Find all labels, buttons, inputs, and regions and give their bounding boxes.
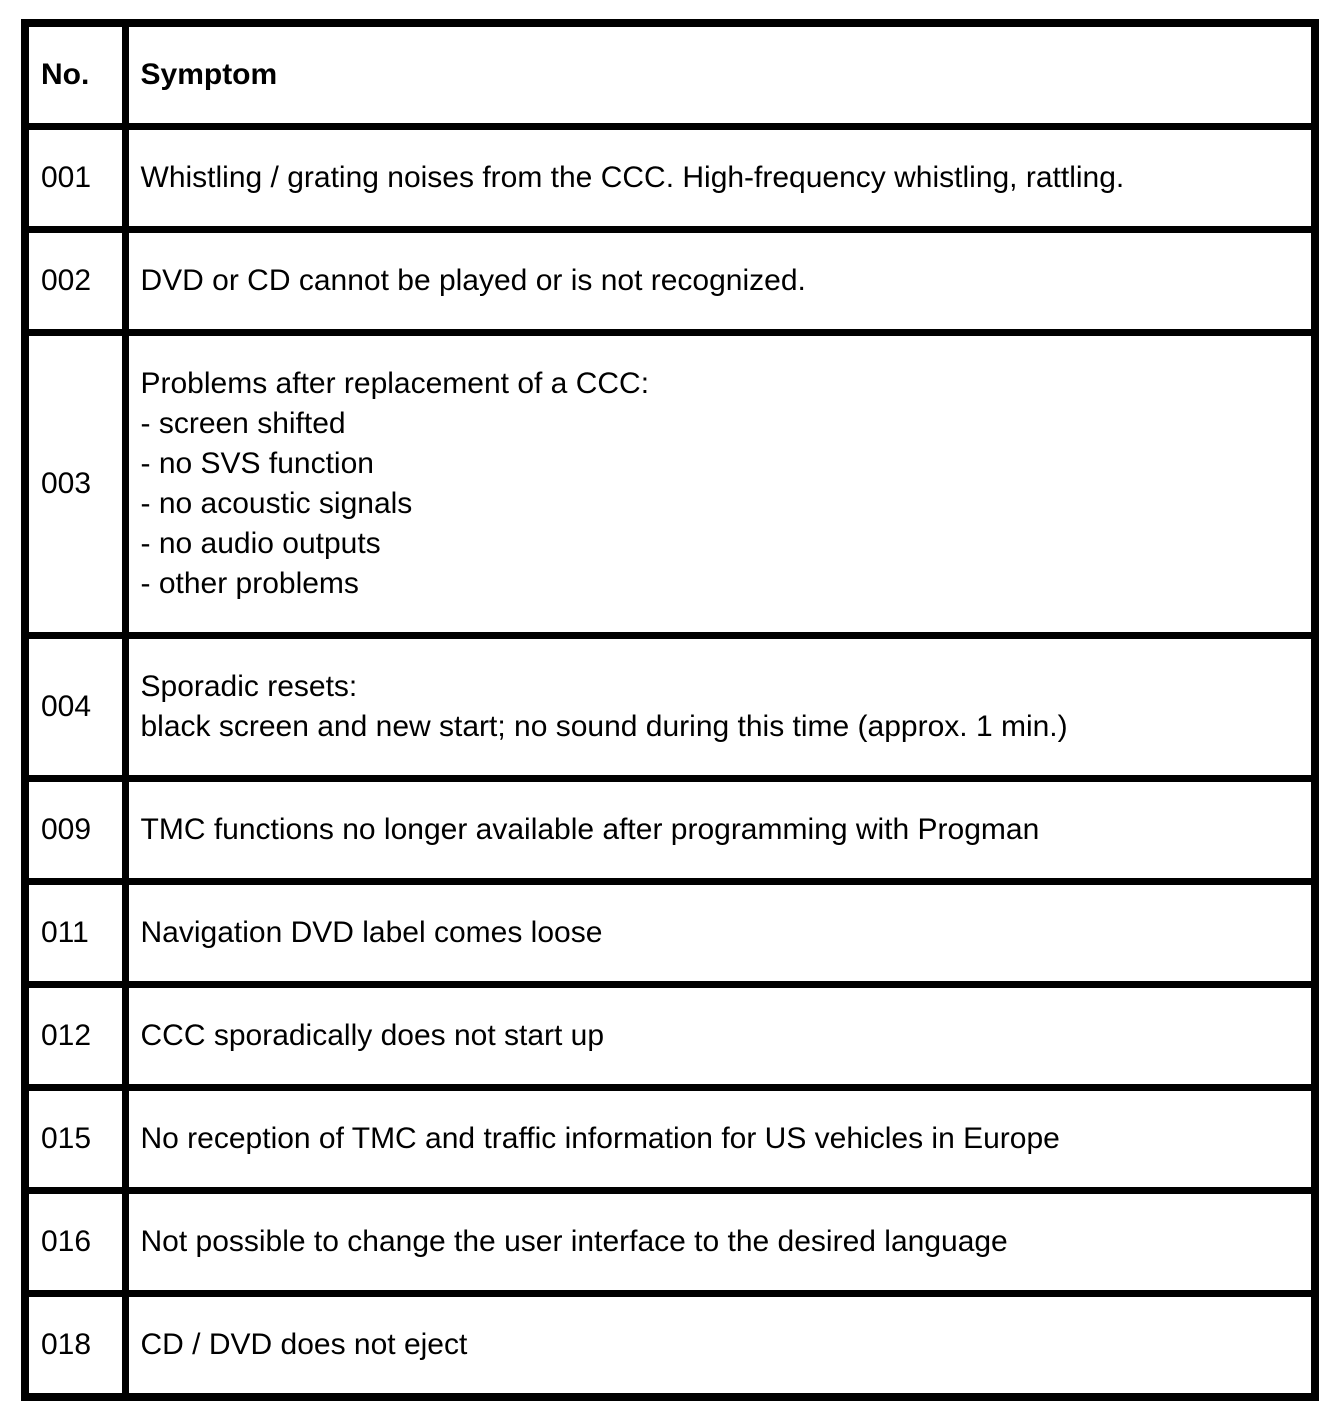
header-row: No. Symptom: [21, 19, 1319, 130]
symptom-line: Not possible to change the user interfac…: [140, 1225, 1008, 1258]
symptom-line: CCC sporadically does not start up: [140, 1019, 605, 1052]
header-cell-no: No.: [21, 19, 129, 130]
symptom-line: Sporadic resets:: [140, 670, 358, 703]
symptom-line: - no SVS function: [140, 447, 374, 480]
table-row: 012 CCC sporadically does not start up: [21, 981, 1319, 1091]
row-symptom: No reception of TMC and traffic informat…: [121, 1084, 1319, 1194]
symptom-line: - no audio outputs: [140, 527, 381, 560]
row-symptom: Whistling / grating noises from the CCC.…: [121, 123, 1319, 233]
symptom-table-header: No. Symptom: [21, 19, 1319, 130]
table-row: 002 DVD or CD cannot be played or is not…: [21, 226, 1319, 336]
table-row: 004 Sporadic resets: black screen and new…: [21, 632, 1319, 782]
row-no: 004: [21, 632, 129, 782]
table-row: 011 Navigation DVD label comes loose: [21, 878, 1319, 988]
row-symptom: Not possible to change the user interfac…: [121, 1187, 1319, 1297]
symptom-table-body: 001 Whistling / grating noises from the …: [21, 123, 1319, 1401]
symptom-line: DVD or CD cannot be played or is not rec…: [140, 264, 806, 297]
row-no: 009: [21, 775, 129, 885]
row-no: 018: [21, 1290, 129, 1401]
row-no: 016: [21, 1187, 129, 1297]
row-no: 003: [21, 329, 129, 639]
symptom-line: Navigation DVD label comes loose: [140, 916, 603, 949]
row-no: 011: [21, 878, 129, 988]
symptom-line: Whistling / grating noises from the CCC.…: [140, 161, 1125, 194]
table-row: 009 TMC functions no longer available af…: [21, 775, 1319, 885]
symptom-table: No. Symptom 001 Whistling / grating nois…: [21, 19, 1319, 1401]
table-row: 015 No reception of TMC and traffic info…: [21, 1084, 1319, 1194]
row-no: 012: [21, 981, 129, 1091]
symptom-line: TMC functions no longer available after …: [140, 813, 1040, 846]
table-row: 003 Problems after replacement of a CCC:…: [21, 329, 1319, 639]
symptom-line: No reception of TMC and traffic informat…: [140, 1122, 1060, 1155]
row-no: 001: [21, 123, 129, 233]
table-row: 018 CD / DVD does not eject: [21, 1290, 1319, 1401]
row-symptom: TMC functions no longer available after …: [121, 775, 1319, 885]
row-no: 015: [21, 1084, 129, 1194]
symptom-line: CD / DVD does not eject: [140, 1328, 468, 1361]
symptom-line: Problems after replacement of a CCC:: [140, 367, 650, 400]
symptom-line: - screen shifted: [140, 407, 346, 440]
row-symptom: Navigation DVD label comes loose: [121, 878, 1319, 988]
table-row: 016 Not possible to change the user inte…: [21, 1187, 1319, 1297]
symptom-line: black screen and new start; no sound dur…: [140, 710, 1068, 743]
row-symptom: DVD or CD cannot be played or is not rec…: [121, 226, 1319, 336]
row-symptom: Sporadic resets: black screen and new sta…: [121, 632, 1319, 782]
row-symptom: Problems after replacement of a CCC: - sc…: [121, 329, 1319, 639]
row-symptom: CCC sporadically does not start up: [121, 981, 1319, 1091]
symptom-line: - other problems: [140, 567, 359, 600]
row-symptom: CD / DVD does not eject: [121, 1290, 1319, 1401]
header-cell-symptom: Symptom: [121, 19, 1319, 130]
symptom-line: - no acoustic signals: [140, 487, 413, 520]
row-no: 002: [21, 226, 129, 336]
table-row: 001 Whistling / grating noises from the …: [21, 123, 1319, 233]
